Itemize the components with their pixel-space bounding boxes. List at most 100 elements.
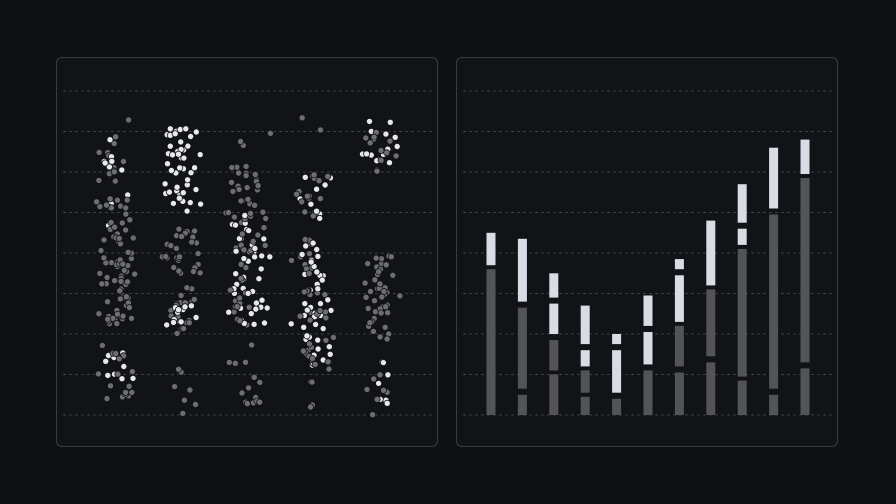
scatter-point <box>107 382 115 390</box>
scatter-point <box>382 303 390 311</box>
scatter-point <box>301 173 309 181</box>
bar-segment <box>674 259 684 270</box>
scatter-point <box>167 242 175 250</box>
scatter-point <box>165 188 173 196</box>
scatter-point <box>305 250 313 258</box>
scatter-point <box>175 150 183 158</box>
scatter-plot <box>63 90 433 419</box>
scatter-point <box>258 252 266 260</box>
bar-segment <box>549 374 559 415</box>
bar-segment <box>706 220 716 286</box>
scatter-point <box>303 332 311 340</box>
scatter-point <box>238 389 246 397</box>
scatter-point <box>114 370 122 378</box>
scatter-point <box>364 304 372 312</box>
scatter-point <box>391 133 399 141</box>
scatter-point <box>118 219 126 227</box>
bar-segment <box>612 398 622 415</box>
scatter-point <box>182 125 190 133</box>
scatter-point <box>240 255 248 263</box>
scatter-point <box>128 314 136 322</box>
scatter-point <box>128 388 136 396</box>
scatter-point <box>376 280 384 288</box>
bar-segment <box>706 362 716 415</box>
scatter-point <box>386 137 394 145</box>
scatter-point <box>126 216 134 224</box>
scatter-point <box>120 158 128 166</box>
scatter-point <box>303 306 311 314</box>
scatter-point <box>316 195 324 203</box>
scatter-point <box>315 177 323 185</box>
bar-segment <box>612 350 622 393</box>
scatter-point <box>232 247 240 255</box>
scatter-point <box>111 277 119 285</box>
scatter-point <box>237 260 245 268</box>
scatter-point <box>180 154 188 162</box>
bar-segment <box>580 396 590 415</box>
scatter-point <box>307 200 315 208</box>
scatter-point <box>363 385 371 393</box>
point-column <box>287 114 337 411</box>
scatter-point <box>292 190 300 198</box>
scatter-point <box>370 375 378 383</box>
bar-stack <box>737 184 747 415</box>
scatter-point <box>287 256 295 264</box>
scatter-point <box>227 178 235 186</box>
scatter-point <box>258 296 266 304</box>
scatter-point <box>245 303 253 311</box>
scatter-point <box>119 260 127 268</box>
scatter-point <box>122 388 130 396</box>
scatter-point <box>98 280 106 288</box>
scatter-point <box>184 142 192 150</box>
scatter-point <box>117 277 125 285</box>
scatter-point <box>100 236 108 244</box>
scatter-point <box>125 382 133 390</box>
scatter-point <box>314 285 322 293</box>
scatter-point <box>243 400 251 408</box>
scatter-point <box>103 395 111 403</box>
scatter-point <box>187 302 195 310</box>
scatter-point <box>296 312 304 320</box>
scatter-point <box>111 223 119 231</box>
scatter-point <box>237 274 245 282</box>
scatter-point <box>225 308 233 316</box>
scatter-point <box>369 411 377 419</box>
scatter-point <box>366 319 374 327</box>
scatter-point <box>312 320 320 328</box>
scatter-point <box>231 221 239 229</box>
scatter-point <box>169 151 177 159</box>
scatter-point <box>228 164 236 172</box>
scatter-point <box>125 116 133 124</box>
scatter-point <box>242 264 250 272</box>
bar-stack <box>769 147 779 416</box>
scatter-point <box>329 333 337 341</box>
bar-segment <box>674 372 684 415</box>
scatter-point <box>97 247 105 255</box>
bar-segment <box>800 368 810 415</box>
scatter-point <box>252 299 260 307</box>
scatter-point <box>170 263 178 271</box>
scatter-point <box>252 305 260 313</box>
scatter-point <box>231 359 239 367</box>
bar-segment <box>800 139 810 174</box>
scatter-point <box>190 295 198 303</box>
scatter-point <box>382 261 390 269</box>
scatter-point <box>362 293 370 301</box>
scatter-point <box>393 143 401 151</box>
scatter-point <box>226 286 234 294</box>
scatter-point <box>106 136 114 144</box>
scatter-point <box>186 386 194 394</box>
scatter-point <box>383 149 391 157</box>
bar-segment <box>643 332 653 365</box>
scatter-point <box>175 267 183 275</box>
scatter-point <box>377 309 385 317</box>
scatter-point <box>370 297 378 305</box>
scatter-point <box>316 126 324 134</box>
scatter-point <box>375 379 383 387</box>
scatter-point <box>386 118 394 126</box>
scatter-point <box>115 234 123 242</box>
scatter-point <box>362 134 370 142</box>
scatter-point <box>183 284 191 292</box>
scatter-point <box>224 208 232 216</box>
scatter-point <box>305 269 313 277</box>
